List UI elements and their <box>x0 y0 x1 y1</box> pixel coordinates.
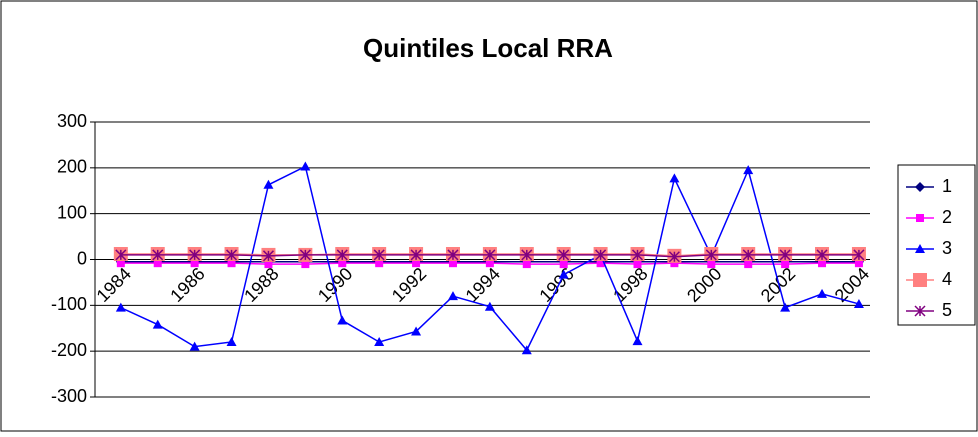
marker <box>668 251 680 263</box>
marker <box>633 260 642 269</box>
legend-label: 4 <box>942 269 952 289</box>
marker <box>521 345 532 355</box>
marker <box>299 249 311 261</box>
marker <box>374 337 385 346</box>
marker <box>779 249 791 261</box>
marker <box>262 250 274 262</box>
marker <box>742 249 754 261</box>
marker <box>596 259 605 268</box>
marker <box>152 319 163 329</box>
marker <box>190 259 199 268</box>
marker <box>854 259 863 268</box>
marker <box>780 302 791 312</box>
legend-label: 5 <box>942 300 952 320</box>
marker <box>915 244 925 253</box>
marker <box>484 301 495 311</box>
marker <box>412 259 421 268</box>
marker <box>375 259 384 268</box>
marker <box>558 269 569 279</box>
y-tick-label: -300 <box>51 386 87 406</box>
marker <box>853 249 865 261</box>
legend-label: 3 <box>942 238 952 258</box>
marker <box>410 249 422 261</box>
marker <box>447 291 458 301</box>
marker <box>338 259 347 268</box>
marker <box>226 337 237 346</box>
marker <box>484 249 496 261</box>
legend-label: 1 <box>942 176 952 196</box>
marker <box>595 249 607 261</box>
marker <box>521 249 533 261</box>
legend-box <box>897 164 976 326</box>
marker <box>115 249 127 261</box>
marker <box>485 259 494 268</box>
marker <box>300 161 311 171</box>
y-tick-label: 300 <box>57 111 87 131</box>
marker <box>264 260 273 269</box>
marker <box>227 259 236 268</box>
marker <box>670 259 679 268</box>
chart-title: Quintiles Local RRA <box>363 33 613 63</box>
marker <box>115 302 126 312</box>
marker <box>816 249 828 261</box>
marker <box>632 336 643 346</box>
marker <box>189 249 201 261</box>
marker <box>558 249 570 261</box>
legend-label: 2 <box>942 207 952 227</box>
marker <box>817 288 828 298</box>
marker <box>116 259 125 268</box>
marker <box>448 259 457 268</box>
marker <box>373 249 385 261</box>
marker <box>336 249 348 261</box>
marker <box>914 305 926 317</box>
marker <box>559 260 568 269</box>
marker <box>707 260 716 269</box>
marker <box>263 179 274 189</box>
marker <box>913 273 927 287</box>
marker <box>743 165 754 175</box>
marker <box>818 259 827 268</box>
marker <box>915 182 925 192</box>
y-tick-label: -100 <box>51 294 87 314</box>
marker <box>301 260 310 269</box>
marker <box>337 315 348 325</box>
y-tick-label: -200 <box>51 340 87 360</box>
marker <box>705 249 717 261</box>
marker <box>189 341 200 351</box>
marker <box>153 259 162 268</box>
marker <box>781 260 790 269</box>
marker <box>631 249 644 261</box>
marker <box>853 298 864 308</box>
marker <box>916 214 924 222</box>
y-tick-label: 0 <box>77 248 87 268</box>
marker <box>447 249 459 261</box>
marker <box>744 260 753 269</box>
marker <box>411 326 422 336</box>
marker <box>226 249 238 261</box>
marker <box>669 173 680 183</box>
y-tick-label: 200 <box>57 157 87 177</box>
y-tick-label: 100 <box>57 202 87 222</box>
marker <box>152 249 164 261</box>
marker <box>522 260 531 269</box>
